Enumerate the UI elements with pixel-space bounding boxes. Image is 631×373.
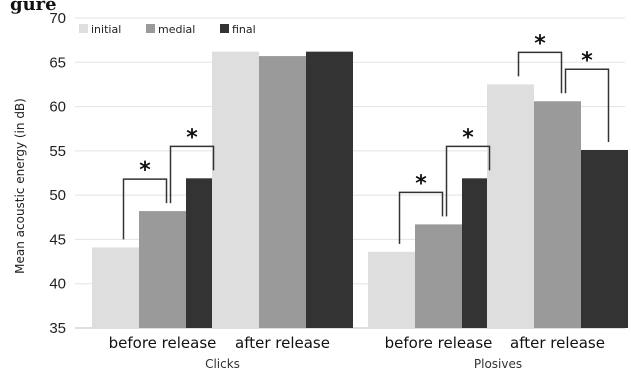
bar-initial: [92, 247, 139, 328]
bar-initial: [212, 51, 259, 329]
y-tick-label: 65: [49, 54, 66, 71]
y-tick-label: 50: [49, 187, 66, 204]
category-label: before release: [385, 334, 493, 352]
significance-star: *: [186, 125, 198, 150]
y-axis-ticks: 35 40 45 50 55 60 65 70: [49, 10, 66, 337]
bar-initial: [487, 84, 534, 328]
category-labels: before release after release before releas…: [109, 334, 605, 352]
group-label: Clicks: [205, 357, 240, 371]
bar-medial: [415, 224, 462, 328]
y-tick-label: 70: [49, 10, 66, 27]
legend: initial medial final: [79, 23, 256, 36]
significance-star: *: [139, 158, 151, 183]
bar-initial: [368, 251, 415, 328]
legend-label-medial: medial: [158, 23, 195, 36]
bar-medial: [139, 211, 186, 328]
significance-bracket: [398, 191, 444, 244]
y-axis-label: Mean acoustic energy (in dB): [13, 98, 27, 274]
y-tick-label: 60: [49, 99, 66, 116]
legend-swatch-medial: [146, 24, 155, 33]
significance-star: *: [415, 171, 427, 196]
y-tick-label: 35: [49, 320, 66, 337]
significance-star: *: [534, 31, 546, 56]
significance-bracket: [122, 178, 168, 240]
y-tick-label: 45: [49, 231, 66, 248]
y-tick-label: 40: [49, 276, 66, 293]
bar-medial: [259, 56, 306, 328]
significance-star: *: [462, 125, 474, 150]
significance-brackets: * * * * * *: [122, 31, 610, 244]
category-label: after release: [235, 334, 330, 352]
significance-star: *: [581, 48, 593, 73]
bar-medial: [534, 101, 581, 328]
significance-bracket: [445, 145, 491, 217]
significance-bracket: [564, 68, 610, 142]
caption-fragment: gure: [10, 0, 57, 15]
category-label: before release: [109, 334, 217, 352]
group-label: Plosives: [474, 357, 522, 371]
legend-label-initial: initial: [91, 23, 121, 36]
significance-bracket: [169, 145, 215, 204]
bar-final: [581, 149, 628, 328]
bar-final: [306, 51, 353, 329]
legend-swatch-final: [220, 24, 229, 33]
category-label: after release: [510, 334, 605, 352]
significance-bracket: [517, 51, 563, 94]
legend-label-final: final: [232, 23, 256, 36]
bars: [92, 51, 628, 329]
group-labels: Clicks Plosives: [205, 357, 522, 371]
y-tick-label: 55: [49, 143, 66, 160]
legend-swatch-initial: [79, 24, 88, 33]
